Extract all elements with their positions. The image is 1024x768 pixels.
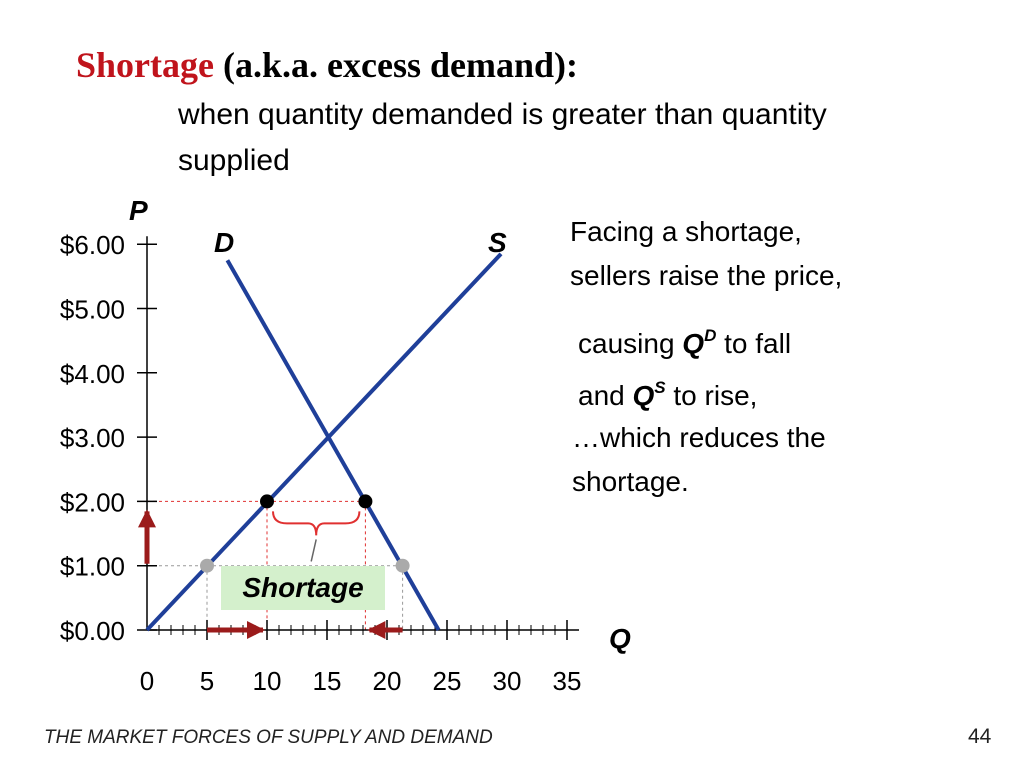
point-price-1 bbox=[200, 558, 214, 573]
point-price-2 bbox=[358, 494, 373, 509]
slide-title: Shortage (a.k.a. excess demand): bbox=[76, 44, 578, 86]
y-tick-label: $0.00 bbox=[60, 616, 125, 646]
brace-pointer bbox=[310, 539, 317, 562]
text-line: Facing a shortage, bbox=[570, 216, 802, 247]
text-block-reduces: …which reduces the shortage. bbox=[572, 416, 826, 504]
text-line-qs: and QS to rise, bbox=[578, 378, 758, 411]
definition-text: when quantity demanded is greater than q… bbox=[178, 98, 827, 177]
text-block-facing-shortage: Facing a shortage, sellers raise the pri… bbox=[570, 210, 842, 298]
x-axis-label: Q bbox=[609, 623, 631, 654]
y-tick-label: $3.00 bbox=[60, 423, 125, 453]
price-up-arrow-head bbox=[138, 509, 156, 528]
shortage-label: Shortage bbox=[221, 566, 385, 610]
x-tick-label: 35 bbox=[553, 666, 582, 696]
point-price-1 bbox=[395, 558, 410, 573]
y-tick-label: $6.00 bbox=[60, 230, 125, 260]
x-tick-label: 30 bbox=[493, 666, 522, 696]
shortage-brace bbox=[272, 511, 361, 536]
text-line: …which reduces the bbox=[572, 422, 826, 453]
x-tick-label: 10 bbox=[253, 666, 282, 696]
demand-label: D bbox=[214, 227, 234, 258]
x-tick-label: 15 bbox=[313, 666, 342, 696]
x-tick-label: 5 bbox=[200, 666, 214, 696]
supply-label: S bbox=[488, 227, 507, 258]
point-price-2 bbox=[260, 494, 274, 509]
y-tick-label: $4.00 bbox=[60, 359, 125, 389]
text-line: sellers raise the price, bbox=[570, 260, 843, 291]
title-rest: (a.k.a. excess demand): bbox=[214, 45, 578, 85]
supply-increase-arrow-head bbox=[247, 621, 265, 639]
y-axis-label: P bbox=[129, 195, 148, 226]
x-tick-label: 25 bbox=[433, 666, 462, 696]
page-number: 44 bbox=[968, 725, 992, 748]
title-term: Shortage bbox=[76, 45, 214, 85]
y-tick-label: $1.00 bbox=[60, 552, 125, 582]
demand-decrease-arrow-head bbox=[367, 621, 386, 639]
text-block-causing: causing QD to fall and QS to rise, bbox=[578, 314, 791, 418]
x-tick-label: 20 bbox=[373, 666, 402, 696]
text-line: shortage. bbox=[572, 466, 689, 497]
footer-text: THE MARKET FORCES OF SUPPLY AND DEMAND bbox=[44, 727, 493, 748]
y-tick-label: $5.00 bbox=[60, 295, 125, 325]
y-tick-label: $2.00 bbox=[60, 487, 125, 517]
x-tick-label: 0 bbox=[140, 666, 154, 696]
text-line-qd: causing QD to fall bbox=[578, 326, 792, 359]
